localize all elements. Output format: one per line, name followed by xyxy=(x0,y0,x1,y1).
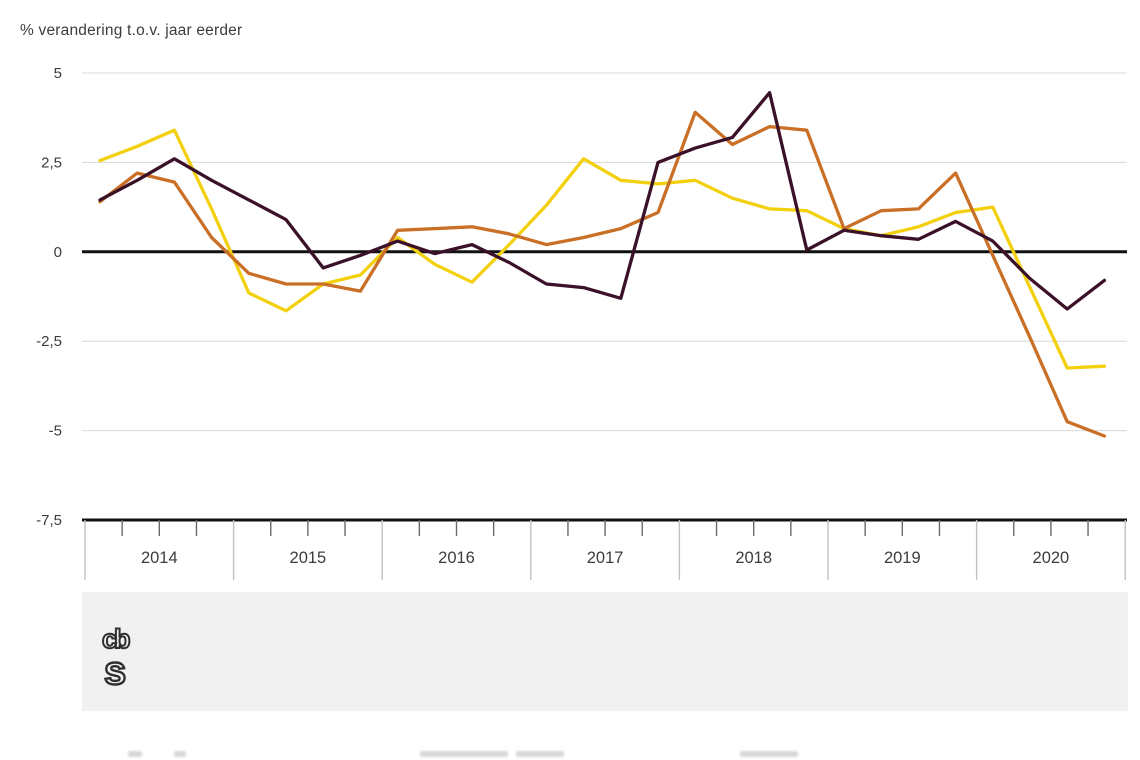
y-tick-label: -5 xyxy=(49,423,62,440)
footer-band xyxy=(82,592,1128,711)
y-tick-label: -7,5 xyxy=(36,512,62,529)
x-year-label: 2019 xyxy=(884,549,921,567)
x-year-label: 2014 xyxy=(141,549,178,567)
legend-fragment xyxy=(420,751,508,757)
x-year-label: 2016 xyxy=(438,549,475,567)
legend-fragment xyxy=(174,751,186,757)
x-year-label: 2018 xyxy=(735,549,772,567)
serie-oranje-line xyxy=(98,110,1107,438)
cbs-logo: cb s xyxy=(100,622,146,701)
serie-donkerpaars-line xyxy=(98,91,1107,311)
cbs-logo-glyph: cb s xyxy=(101,623,134,694)
y-tick-label: -2,5 xyxy=(36,333,62,350)
svg-text:s: s xyxy=(104,649,126,693)
legend-cut-off xyxy=(0,748,1140,760)
y-tick-label: 5 xyxy=(54,65,62,82)
y-tick-label: 0 xyxy=(54,244,62,261)
x-year-label: 2015 xyxy=(290,549,327,567)
legend-fragment xyxy=(516,751,564,757)
y-tick-label: 2,5 xyxy=(41,154,62,171)
chart-title: % verandering t.o.v. jaar eerder xyxy=(20,22,243,39)
legend-fragment xyxy=(740,751,798,757)
x-year-label: 2020 xyxy=(1033,549,1070,567)
x-year-label: 2017 xyxy=(587,549,624,567)
legend-fragment xyxy=(128,751,142,757)
serie-geel-line xyxy=(98,128,1107,370)
